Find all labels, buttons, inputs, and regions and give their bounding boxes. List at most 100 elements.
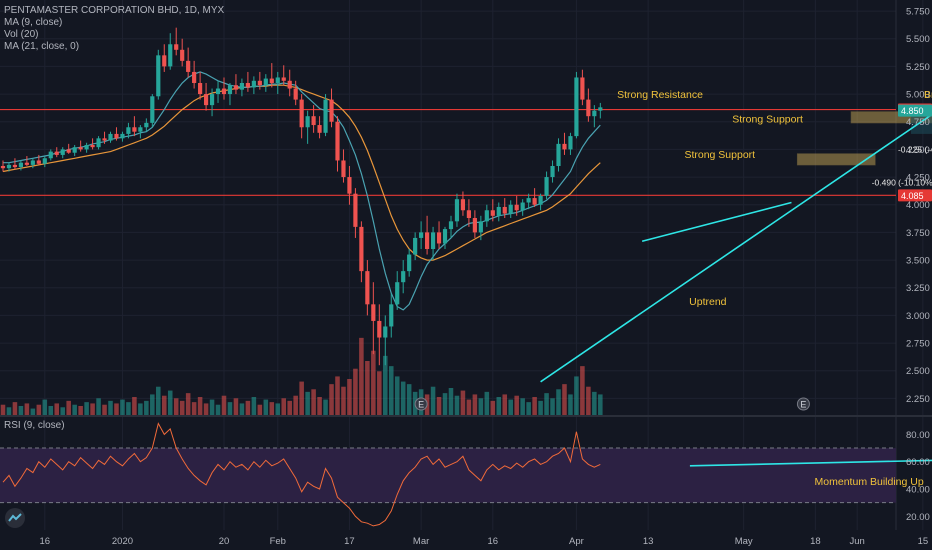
candle-body[interactable] — [460, 199, 466, 211]
candle-body[interactable] — [203, 94, 209, 106]
candle-body[interactable] — [6, 164, 12, 169]
candle-body[interactable] — [592, 110, 597, 117]
candle-body[interactable] — [365, 271, 370, 305]
support-zone[interactable] — [796, 153, 876, 166]
candle-body[interactable] — [532, 198, 537, 205]
candle-body[interactable] — [568, 136, 573, 150]
candle-body[interactable] — [544, 177, 549, 196]
legend-ma21[interactable]: MA (21, close, 0) — [4, 41, 80, 52]
rsi-legend[interactable]: RSI (9, close) — [4, 420, 65, 431]
candle-body[interactable] — [24, 162, 29, 165]
candle-body[interactable] — [227, 85, 233, 95]
candle-body[interactable] — [425, 232, 430, 249]
legend-volume[interactable]: Vol (20) — [4, 29, 39, 40]
candle-body[interactable] — [78, 147, 83, 150]
candle-body[interactable] — [221, 88, 227, 95]
candle-body[interactable] — [108, 133, 113, 141]
price-axis[interactable]: 5.750 5.500 5.250 5.000 4.750 4.500 4.250 4.000… — [898, 7, 932, 523]
candle-body[interactable] — [317, 125, 322, 133]
candle-body[interactable] — [472, 218, 477, 233]
candle-body[interactable] — [42, 158, 47, 164]
rsi-trend-line[interactable] — [689, 459, 932, 467]
candle-body[interactable] — [538, 195, 543, 205]
candle-body[interactable] — [419, 232, 424, 238]
candle-body[interactable] — [275, 77, 280, 83]
candle-body[interactable] — [598, 107, 603, 111]
candle-body[interactable] — [233, 85, 239, 90]
candle-body[interactable] — [269, 78, 274, 83]
candle-body[interactable] — [347, 177, 352, 194]
candle-body[interactable] — [48, 151, 53, 159]
candle-body[interactable] — [562, 143, 567, 150]
candle-body[interactable] — [442, 229, 448, 244]
candle-body[interactable] — [299, 99, 304, 128]
candle-body[interactable] — [263, 78, 268, 86]
candle-body[interactable] — [174, 44, 179, 50]
candle-body[interactable] — [66, 149, 71, 153]
candle-body[interactable] — [341, 160, 346, 178]
candle-body[interactable] — [377, 320, 382, 338]
candle-body[interactable] — [84, 144, 89, 150]
candle-body[interactable] — [72, 147, 77, 153]
candle-body[interactable] — [478, 221, 483, 233]
candle-body[interactable] — [245, 83, 250, 88]
candle-body[interactable] — [556, 143, 561, 166]
candle-body[interactable] — [436, 232, 442, 244]
candle-body[interactable] — [448, 221, 454, 230]
candle-body[interactable] — [251, 80, 256, 88]
candle-body[interactable] — [514, 204, 519, 211]
candle-body[interactable] — [18, 162, 23, 168]
candle-body[interactable] — [192, 71, 197, 83]
candlesticks[interactable] — [0, 27, 603, 366]
candle-body[interactable] — [162, 55, 167, 67]
candle-body[interactable] — [359, 226, 364, 272]
legend-ma9[interactable]: MA (9, close) — [4, 17, 63, 28]
candle-body[interactable] — [144, 122, 149, 128]
candle-body[interactable] — [520, 202, 525, 211]
candle-body[interactable] — [102, 138, 107, 141]
candle-body[interactable] — [305, 116, 310, 128]
candle-body[interactable] — [54, 151, 59, 155]
candle-body[interactable] — [496, 206, 501, 216]
candle-body[interactable] — [209, 94, 215, 106]
candle-body[interactable] — [502, 206, 507, 214]
candle-body[interactable] — [580, 77, 585, 100]
candle-body[interactable] — [526, 198, 531, 203]
candle-body[interactable] — [114, 133, 119, 139]
support-zone[interactable] — [850, 111, 932, 124]
candle-body[interactable] — [156, 55, 161, 97]
candle-body[interactable] — [138, 127, 143, 132]
candle-body[interactable] — [490, 210, 495, 216]
candle-body[interactable] — [353, 193, 358, 227]
candle-body[interactable] — [466, 210, 471, 219]
candle-body[interactable] — [150, 96, 155, 123]
candle-body[interactable] — [281, 77, 286, 81]
candle-body[interactable] — [198, 83, 203, 95]
candle-body[interactable] — [311, 116, 316, 126]
candle-body[interactable] — [12, 164, 18, 168]
candle-body[interactable] — [586, 99, 591, 117]
candle-body[interactable] — [323, 99, 328, 133]
candle-body[interactable] — [60, 149, 65, 155]
candle-body[interactable] — [389, 304, 394, 327]
candle-body[interactable] — [239, 83, 245, 90]
candle-body[interactable] — [550, 166, 555, 178]
candle-body[interactable] — [484, 210, 489, 222]
candle-body[interactable] — [90, 144, 95, 148]
candle-body[interactable] — [96, 138, 101, 148]
candle-body[interactable] — [0, 166, 6, 169]
trend-line[interactable] — [540, 108, 932, 383]
candle-body[interactable] — [383, 326, 388, 338]
candle-body[interactable] — [126, 127, 131, 134]
candle-body[interactable] — [430, 232, 436, 249]
candle-body[interactable] — [287, 80, 292, 89]
candle-body[interactable] — [407, 254, 412, 272]
earnings-marker-icon[interactable] — [414, 397, 428, 411]
trend-line[interactable] — [641, 201, 792, 243]
candle-body[interactable] — [132, 127, 137, 132]
candle-body[interactable] — [36, 160, 41, 164]
candle-body[interactable] — [371, 304, 376, 321]
candle-body[interactable] — [454, 199, 460, 222]
candle-body[interactable] — [329, 99, 334, 122]
candle-body[interactable] — [293, 88, 298, 100]
